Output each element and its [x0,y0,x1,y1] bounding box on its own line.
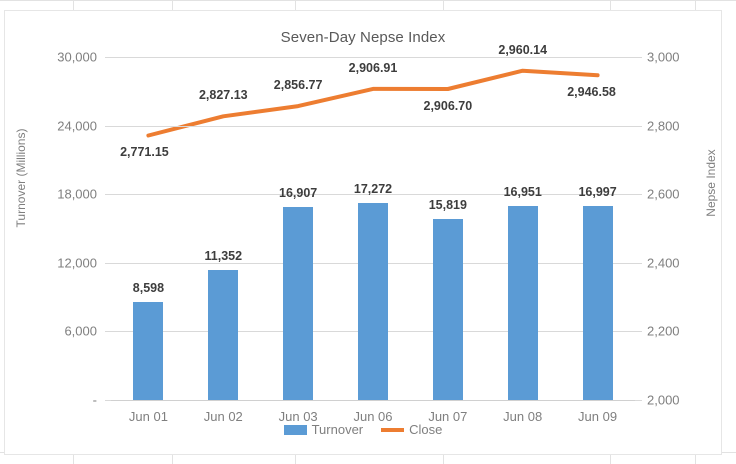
bar-label-0: 8,598 [132,280,165,295]
y-tick-left-1 [105,331,111,333]
y-tick-left-3 [105,194,111,196]
y-tick-right-3 [635,194,642,196]
bar-jun-09[interactable] [582,205,613,400]
bar-label-3: 17,272 [353,181,393,196]
gridline-30000 [111,57,635,58]
line-label-3: 2,906.91 [348,60,398,75]
y-axis-left-label-0: - [92,392,97,408]
chart-container[interactable]: Seven-Day Nepse Index Turnover (Millions… [4,10,722,455]
y-tick-left-0 [105,400,111,401]
y-axis-left-label-2: 12,000 [57,255,97,271]
y-tick-right-2 [635,262,642,264]
legend-label-close: Close [409,422,443,437]
y-tick-left-4 [105,125,111,127]
y-axis-left-label-4: 24,000 [57,118,97,134]
line-label-2: 2,856.77 [273,78,323,93]
line-label-1: 2,827.13 [198,88,248,103]
y-axis-right-label-5: 3,000 [647,49,680,65]
legend-item-close[interactable]: Close [381,422,442,437]
line-label-0: 2,771.15 [120,145,169,160]
close-line-series [146,68,600,138]
bar-jun-07[interactable] [432,219,463,400]
y-axis-left-label-5: 30,000 [57,49,97,65]
sheet-row-divider-0 [0,0,736,1]
x-axis-label-3: Jun 06 [353,409,393,424]
y-tick-right-4 [635,125,642,127]
y-axis-right-label-1: 2,200 [647,323,680,339]
x-axis-label-0: Jun 01 [128,409,168,424]
bar-jun-02[interactable] [208,270,239,400]
y-axis-left-title: Turnover (Millions) [14,128,28,228]
y-tick-right-1 [635,331,642,333]
legend-label-turnover: Turnover [311,422,364,437]
x-axis-label-2: Jun 03 [278,409,318,424]
y-tick-left-2 [105,262,111,264]
line-label-4: 2,906.70 [423,99,473,113]
chart-legend: Turnover Close [5,422,721,437]
y-tick-right-0 [635,400,642,401]
bar-jun-08[interactable] [507,206,538,400]
y-tick-left-5 [105,57,111,58]
gridline-24000 [111,125,635,127]
y-axis-left-label-1: 6,000 [64,323,97,339]
bar-label-2: 16,907 [279,185,318,200]
close-line-path [146,68,600,138]
gridline-0 [111,400,635,401]
x-axis-label-4: Jun 07 [428,409,468,424]
bar-label-1: 11,352 [204,249,243,264]
y-axis-right-label-3: 2,600 [647,186,680,202]
bar-label-4: 15,819 [428,198,467,213]
bar-jun-06[interactable] [358,202,388,400]
x-axis-label-5: Jun 08 [503,409,543,424]
x-axis-label-6: Jun 09 [578,409,618,424]
line-swatch-icon [381,427,405,432]
bar-jun-01[interactable] [133,301,164,400]
line-label-5: 2,960.14 [498,42,548,57]
y-axis-left-label-3: 18,000 [57,186,97,202]
plot-area: 8,598 11,352 16,907 17,272 15,819 16,951 16,99… [111,43,635,401]
y-axis-right-label-0: 2,000 [647,392,680,408]
gridline-18000 [111,194,635,196]
bar-label-6: 16,997 [578,184,617,199]
y-tick-right-5 [635,57,642,58]
legend-item-turnover[interactable]: Turnover [283,422,364,437]
chart-title: Seven-Day Nepse Index [280,29,446,46]
bar-jun-03[interactable] [283,206,314,400]
y-axis-right-label-4: 2,800 [647,118,680,134]
line-label-6: 2,946.58 [567,85,616,100]
x-axis-label-1: Jun 02 [203,409,243,424]
bar-swatch-icon [283,424,307,435]
y-axis-right-label-2: 2,400 [647,255,680,271]
bar-label-5: 16,951 [503,185,542,200]
